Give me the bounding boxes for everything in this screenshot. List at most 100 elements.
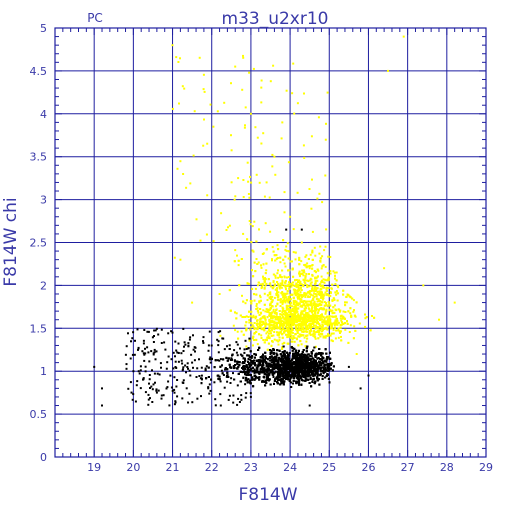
- yellow-point: [247, 180, 250, 183]
- yellow-point: [310, 309, 313, 312]
- yellow-point: [294, 316, 297, 318]
- yellow-point: [253, 299, 256, 302]
- yellow-point: [364, 325, 366, 328]
- yellow-point: [273, 338, 276, 341]
- yellow-point: [305, 279, 308, 282]
- yellow-point: [343, 317, 346, 320]
- yellow-point: [321, 326, 324, 329]
- yellow-point: [275, 309, 278, 312]
- yellow-point: [251, 249, 254, 252]
- yellow-point: [311, 305, 314, 308]
- yellow-point: [340, 319, 343, 322]
- yellow-point: [272, 323, 275, 326]
- yellow-point: [303, 336, 306, 339]
- yellow-point: [282, 258, 285, 261]
- yellow-point: [251, 324, 254, 327]
- yellow-point: [233, 260, 236, 263]
- yellow-point: [293, 112, 296, 115]
- yellow-point: [276, 322, 278, 325]
- yellow-point: [336, 323, 339, 326]
- yellow-point: [268, 196, 271, 199]
- yellow-point: [307, 291, 309, 294]
- yellow-point: [319, 257, 322, 260]
- yellow-point: [349, 307, 352, 310]
- yellow-point: [212, 240, 215, 243]
- yellow-point: [335, 319, 338, 322]
- yellow-point: [287, 320, 290, 323]
- yellow-point: [302, 322, 305, 324]
- yellow-point: [319, 324, 322, 327]
- yellow-point: [286, 276, 288, 279]
- yellow-point: [276, 327, 279, 330]
- yellow-point: [274, 325, 277, 328]
- yellow-point: [292, 318, 295, 321]
- yellow-point: [320, 267, 323, 270]
- yellow-point: [305, 340, 308, 343]
- yellow-point: [230, 134, 232, 137]
- yellow-point: [284, 255, 287, 258]
- yellow-point: [291, 260, 293, 263]
- yellow-point: [294, 306, 297, 309]
- yellow-point: [332, 306, 335, 309]
- yellow-point: [227, 226, 229, 229]
- yellow-point: [307, 319, 310, 322]
- yellow-point: [277, 327, 280, 330]
- yellow-point: [286, 305, 289, 308]
- yellow-point: [240, 258, 243, 260]
- yellow-point: [271, 340, 274, 343]
- yellow-point: [346, 293, 349, 296]
- yellow-point: [333, 322, 335, 325]
- yellow-point: [298, 274, 301, 277]
- yellow-point: [317, 275, 319, 278]
- yellow-point: [297, 284, 300, 287]
- yellow-point: [294, 324, 297, 327]
- yellow-point: [325, 320, 327, 323]
- yellow-point: [304, 294, 307, 296]
- yellow-point: [320, 296, 323, 299]
- yellow-point: [202, 88, 205, 91]
- yellow-point: [301, 320, 304, 323]
- yellow-point: [298, 335, 301, 338]
- yellow-point: [179, 258, 182, 261]
- yellow-point: [232, 324, 235, 327]
- yellow-point: [248, 310, 250, 313]
- yellow-point: [265, 332, 268, 335]
- yellow-point: [282, 307, 285, 310]
- yellow-point: [309, 319, 312, 322]
- yellow-point: [283, 276, 286, 279]
- yellow-point: [298, 327, 301, 330]
- yellow-point: [280, 286, 283, 289]
- yellow-point: [256, 319, 259, 322]
- yellow-point: [297, 344, 300, 347]
- yellow-point: [342, 293, 345, 296]
- yellow-point: [281, 279, 284, 282]
- yellow-point: [313, 246, 316, 249]
- yellow-point: [279, 274, 282, 277]
- yellow-point: [270, 329, 273, 332]
- yellow-point: [327, 323, 330, 326]
- yellow-point: [235, 317, 238, 320]
- yellow-point: [286, 242, 289, 245]
- yellow-point: [206, 194, 209, 197]
- yellow-point: [311, 288, 313, 291]
- yellow-point: [274, 276, 277, 279]
- yellow-point: [289, 320, 292, 323]
- yellow-point: [310, 329, 312, 332]
- yellow-point: [275, 324, 278, 327]
- yellow-point: [322, 293, 325, 296]
- yellow-point: [294, 294, 297, 297]
- yellow-point: [255, 240, 258, 243]
- yellow-point: [339, 326, 342, 329]
- yellow-point: [246, 161, 249, 164]
- yellow-point: [314, 310, 316, 313]
- yellow-point: [271, 259, 273, 262]
- yellow-point: [281, 320, 284, 323]
- yellow-point: [284, 286, 287, 289]
- yellow-point: [262, 252, 265, 255]
- yellow-point: [277, 284, 280, 287]
- yellow-point: [303, 309, 306, 312]
- yellow-point: [308, 300, 311, 303]
- yellow-point: [324, 278, 327, 281]
- yellow-point: [237, 337, 240, 340]
- yellow-point: [353, 325, 356, 328]
